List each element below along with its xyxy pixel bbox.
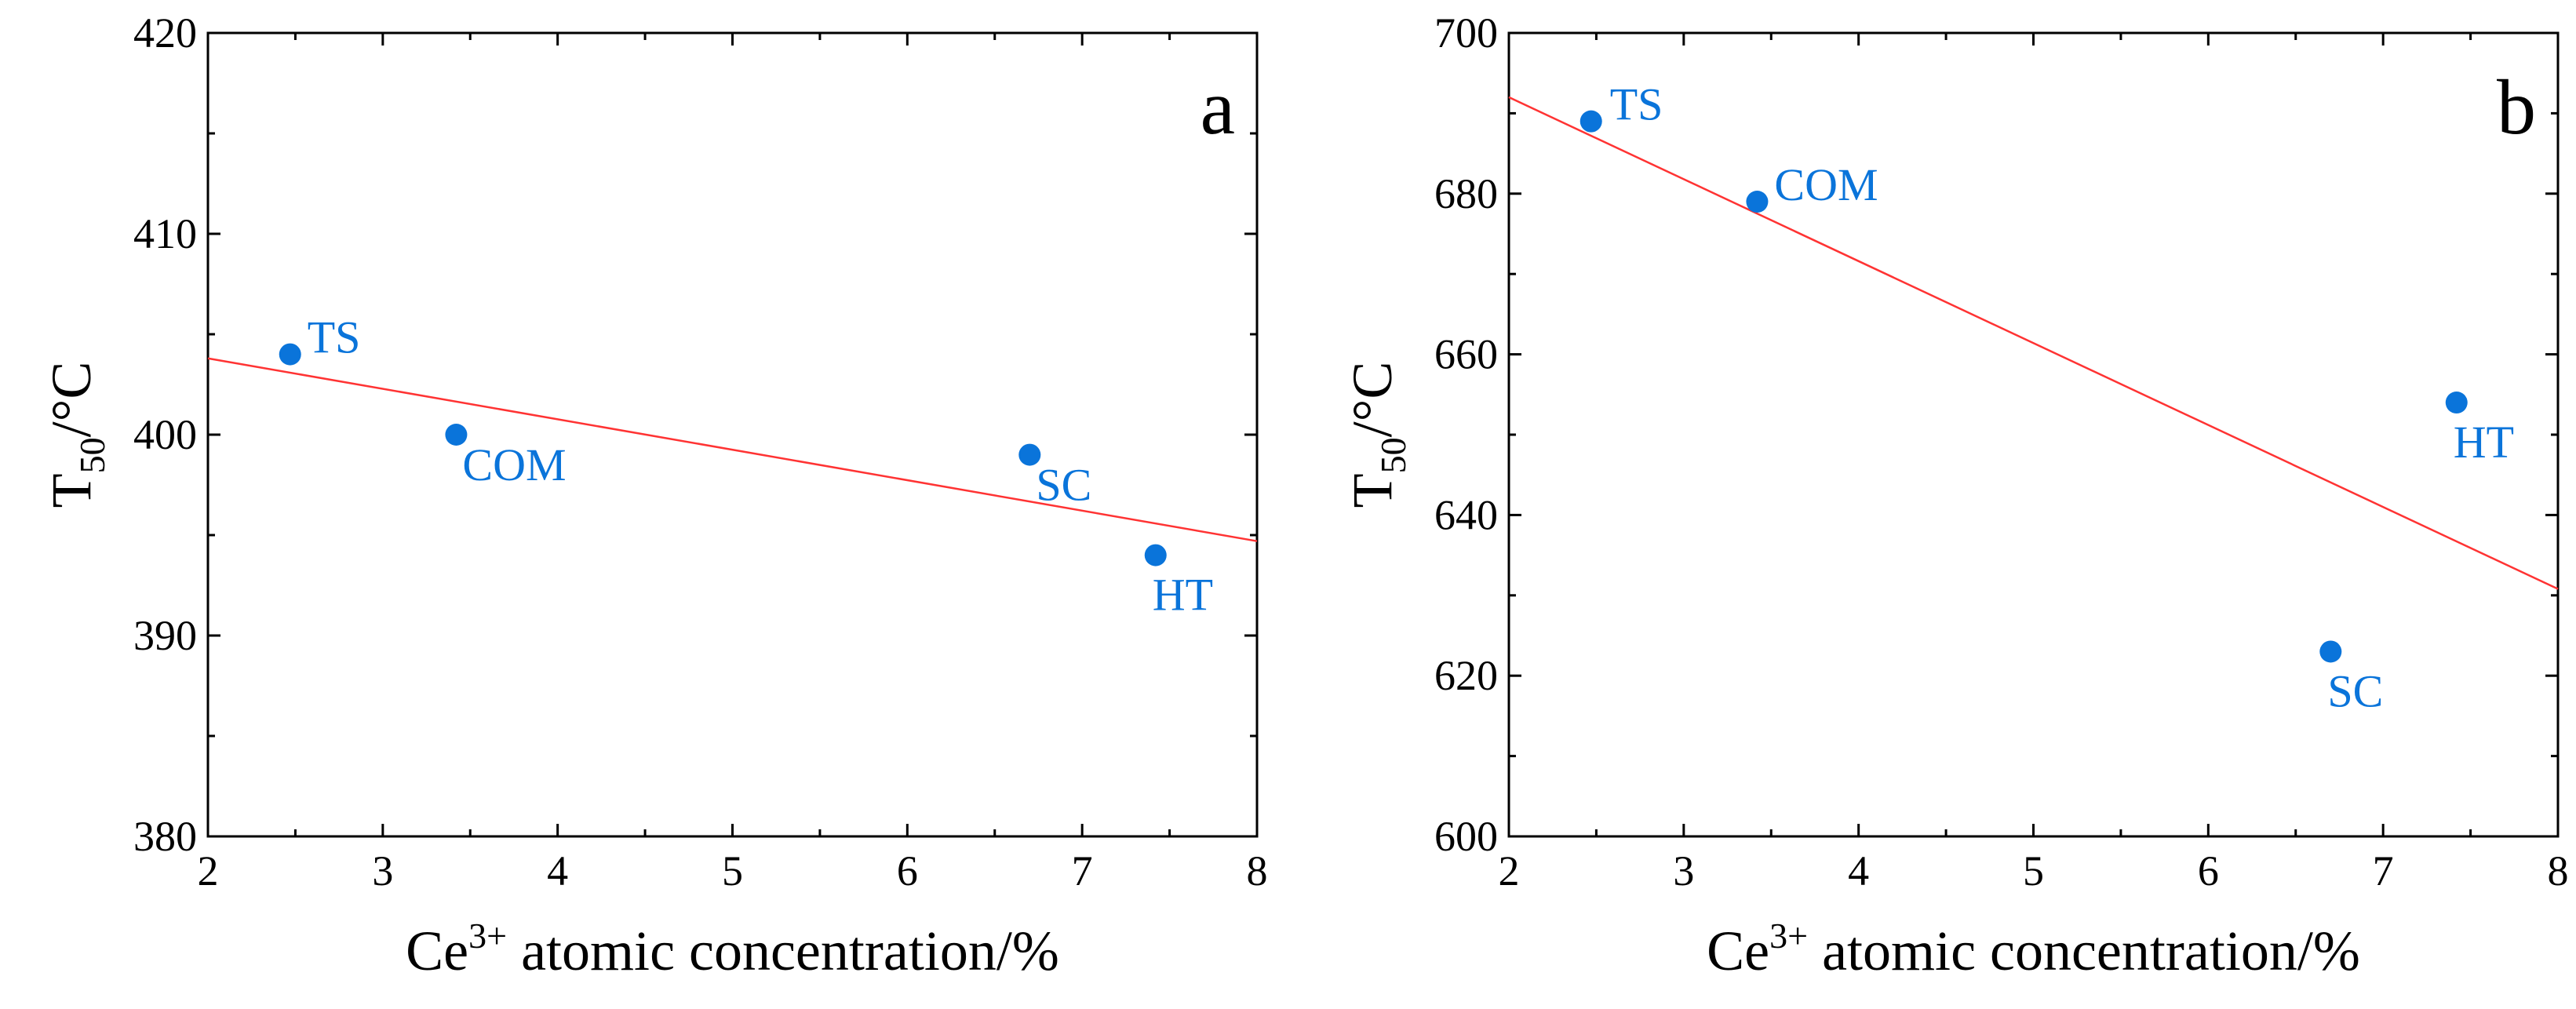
y-tick-label: 420 (133, 9, 197, 56)
data-point-com (1746, 191, 1769, 213)
data-point-com (445, 424, 468, 446)
x-tick-label: 3 (1673, 847, 1694, 894)
point-label-sc: SC (2327, 665, 2383, 716)
x-tick-label: 8 (1247, 847, 1268, 894)
x-tick-label: 7 (1072, 847, 1093, 894)
fit-line (1508, 96, 2559, 590)
plot-frame (206, 31, 1259, 838)
point-label-com: COM (462, 439, 566, 490)
plot-frame (1507, 31, 2560, 838)
x-tick-label: 4 (1848, 847, 1869, 894)
y-axis-label: T50/°C (1341, 362, 1413, 508)
data-point-ts (279, 343, 301, 366)
y-axis-label: T50/°C (40, 362, 112, 508)
data-point-ts (1579, 110, 1602, 133)
y-tick-label: 410 (133, 210, 197, 257)
point-label-com: COM (1774, 159, 1878, 210)
x-tick-label: 3 (372, 847, 393, 894)
point-label-sc: SC (1036, 460, 1091, 511)
point-label-ts: TS (1610, 79, 1663, 130)
y-tick-label: 660 (1434, 331, 1498, 378)
x-tick-label: 2 (1499, 847, 1520, 894)
y-tick-label: 380 (133, 813, 197, 860)
x-tick-label: 8 (2548, 847, 2569, 894)
point-label-ht: HT (1153, 570, 1213, 621)
panel-letter: b (2497, 64, 2536, 151)
y-tick-label: 620 (1434, 652, 1498, 699)
data-point-ht (2445, 392, 2468, 414)
y-tick-label: 600 (1434, 813, 1498, 860)
x-tick-label: 7 (2373, 847, 2394, 894)
y-tick-label: 700 (1434, 9, 1498, 56)
chart-panel-a: 2 3 4 5 6 7 8 380 390 400 410 420 TS COM SC HT a Ce3+ ato… (40, 9, 1268, 982)
y-tick-label: 400 (133, 411, 197, 458)
panel-letter: a (1201, 64, 1235, 151)
x-tick-label: 5 (2023, 847, 2044, 894)
x-tick-label: 2 (198, 847, 219, 894)
chart-panel-b: 2 3 4 5 6 7 8 600 620 640 660 680 700 TS COM SC HT b Ce3+ … (1341, 9, 2569, 982)
x-tick-label: 6 (897, 847, 918, 894)
data-point-ht (1144, 544, 1167, 566)
x-axis-label: Ce3+ atomic concentration/% (406, 916, 1059, 982)
data-point-sc (2319, 640, 2342, 663)
fit-line (207, 357, 1258, 542)
x-tick-label: 5 (722, 847, 743, 894)
x-axis-label: Ce3+ atomic concentration/% (1707, 916, 2360, 982)
data-point-sc (1018, 443, 1041, 466)
point-label-ht: HT (2454, 417, 2514, 468)
y-tick-label: 640 (1434, 491, 1498, 538)
point-label-ts: TS (308, 312, 361, 363)
x-tick-label: 6 (2198, 847, 2219, 894)
x-tick-label: 4 (547, 847, 568, 894)
y-tick-label: 680 (1434, 170, 1498, 217)
y-tick-label: 390 (133, 612, 197, 659)
